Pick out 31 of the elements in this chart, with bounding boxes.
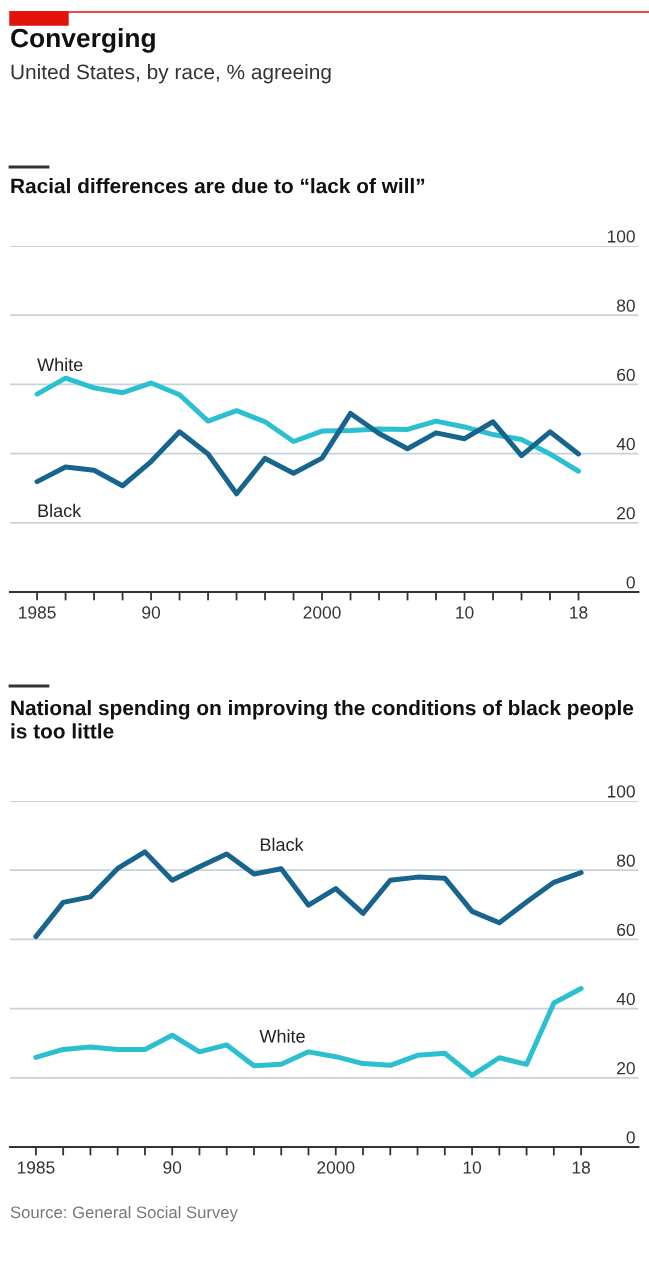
x-tick-label: 2000 <box>317 1161 355 1174</box>
y-tick-label: 0 <box>626 576 635 589</box>
chart-title: Racial differences are due to “lack of will” <box>11 178 425 194</box>
chart-title: National spending on improving the conditions of black people is too little <box>11 700 634 739</box>
text: United States, by race, % agreeing <box>11 64 331 84</box>
source-note: Source: General Social Survey <box>10 1206 238 1222</box>
y-tick-label: 0 <box>626 1131 635 1144</box>
x-tick-label: 10 <box>456 606 474 619</box>
x-tick-label: 1985 <box>19 606 56 619</box>
x-tick-label: 10 <box>463 1161 482 1174</box>
y-tick-label: 100 <box>607 785 635 798</box>
series-label: White <box>259 1029 305 1043</box>
y-tick-label: 60 <box>617 923 635 936</box>
y-tick-label: 100 <box>607 230 635 243</box>
series-label: Black <box>260 837 304 851</box>
series-label: White <box>37 357 83 372</box>
y-tick-label: 20 <box>617 1062 635 1075</box>
series-label: Black <box>38 503 82 518</box>
y-tick-label: 20 <box>617 507 635 520</box>
x-tick-label: 18 <box>570 606 588 619</box>
x-tick-label: 1985 <box>17 1161 55 1174</box>
y-tick-label: 40 <box>616 437 635 451</box>
y-tick-label: 80 <box>617 299 635 312</box>
x-tick-label: 90 <box>142 606 161 619</box>
y-tick-label: 40 <box>616 992 635 1006</box>
x-tick-label: 90 <box>163 1161 182 1174</box>
y-tick-label: 60 <box>617 368 635 381</box>
y-tick-label: 80 <box>617 854 635 867</box>
text: Converging <box>11 28 155 53</box>
x-tick-label: 18 <box>572 1161 591 1174</box>
x-tick-label: 2000 <box>303 606 341 619</box>
